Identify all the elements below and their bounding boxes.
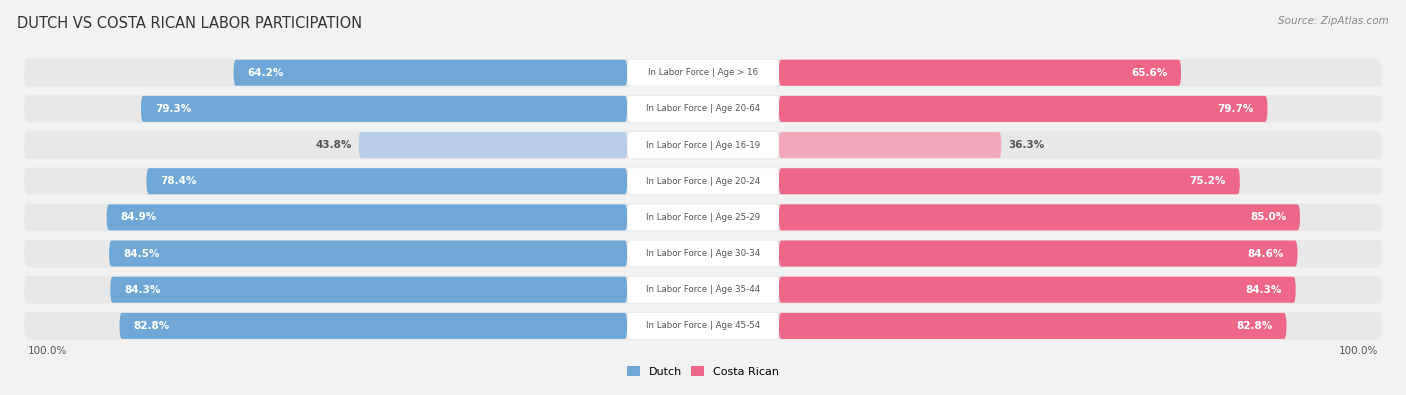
Text: In Labor Force | Age 45-54: In Labor Force | Age 45-54 — [645, 322, 761, 330]
FancyBboxPatch shape — [24, 276, 1382, 303]
Text: 64.2%: 64.2% — [247, 68, 284, 78]
Text: 79.3%: 79.3% — [155, 104, 191, 114]
Text: 84.5%: 84.5% — [122, 248, 159, 259]
FancyBboxPatch shape — [779, 241, 1298, 267]
FancyBboxPatch shape — [24, 167, 1382, 195]
FancyBboxPatch shape — [627, 168, 779, 194]
Text: Source: ZipAtlas.com: Source: ZipAtlas.com — [1278, 16, 1389, 26]
FancyBboxPatch shape — [24, 204, 1382, 231]
FancyBboxPatch shape — [146, 168, 627, 194]
Legend: Dutch, Costa Rican: Dutch, Costa Rican — [623, 361, 783, 381]
FancyBboxPatch shape — [627, 96, 779, 122]
FancyBboxPatch shape — [141, 96, 627, 122]
Text: 36.3%: 36.3% — [1008, 140, 1045, 150]
FancyBboxPatch shape — [24, 131, 1382, 159]
Text: In Labor Force | Age > 16: In Labor Force | Age > 16 — [648, 68, 758, 77]
Text: 82.8%: 82.8% — [1236, 321, 1272, 331]
FancyBboxPatch shape — [110, 241, 627, 267]
FancyBboxPatch shape — [107, 204, 627, 230]
FancyBboxPatch shape — [627, 277, 779, 303]
FancyBboxPatch shape — [120, 313, 627, 339]
Text: In Labor Force | Age 25-29: In Labor Force | Age 25-29 — [645, 213, 761, 222]
Text: In Labor Force | Age 30-34: In Labor Force | Age 30-34 — [645, 249, 761, 258]
Text: 75.2%: 75.2% — [1189, 176, 1226, 186]
Text: 78.4%: 78.4% — [160, 176, 197, 186]
FancyBboxPatch shape — [233, 60, 627, 86]
Text: 100.0%: 100.0% — [28, 346, 67, 356]
FancyBboxPatch shape — [779, 60, 1181, 86]
Text: 43.8%: 43.8% — [315, 140, 352, 150]
Text: 79.7%: 79.7% — [1218, 104, 1254, 114]
FancyBboxPatch shape — [779, 132, 1001, 158]
Text: 84.3%: 84.3% — [1246, 285, 1282, 295]
Text: In Labor Force | Age 35-44: In Labor Force | Age 35-44 — [645, 285, 761, 294]
FancyBboxPatch shape — [627, 241, 779, 267]
FancyBboxPatch shape — [24, 95, 1382, 122]
FancyBboxPatch shape — [24, 59, 1382, 87]
Text: 84.3%: 84.3% — [124, 285, 160, 295]
FancyBboxPatch shape — [779, 313, 1286, 339]
Text: 82.8%: 82.8% — [134, 321, 170, 331]
FancyBboxPatch shape — [779, 96, 1267, 122]
Text: In Labor Force | Age 20-24: In Labor Force | Age 20-24 — [645, 177, 761, 186]
FancyBboxPatch shape — [24, 240, 1382, 267]
FancyBboxPatch shape — [627, 204, 779, 230]
FancyBboxPatch shape — [627, 132, 779, 158]
FancyBboxPatch shape — [779, 168, 1240, 194]
FancyBboxPatch shape — [24, 312, 1382, 340]
Text: In Labor Force | Age 16-19: In Labor Force | Age 16-19 — [645, 141, 761, 150]
Text: In Labor Force | Age 20-64: In Labor Force | Age 20-64 — [645, 104, 761, 113]
Text: 84.9%: 84.9% — [121, 213, 156, 222]
Text: 65.6%: 65.6% — [1130, 68, 1167, 78]
FancyBboxPatch shape — [779, 204, 1301, 230]
FancyBboxPatch shape — [779, 277, 1296, 303]
FancyBboxPatch shape — [359, 132, 627, 158]
FancyBboxPatch shape — [627, 313, 779, 339]
Text: DUTCH VS COSTA RICAN LABOR PARTICIPATION: DUTCH VS COSTA RICAN LABOR PARTICIPATION — [17, 16, 361, 31]
FancyBboxPatch shape — [627, 60, 779, 86]
Text: 85.0%: 85.0% — [1250, 213, 1286, 222]
Text: 84.6%: 84.6% — [1247, 248, 1284, 259]
FancyBboxPatch shape — [110, 277, 627, 303]
Text: 100.0%: 100.0% — [1339, 346, 1378, 356]
